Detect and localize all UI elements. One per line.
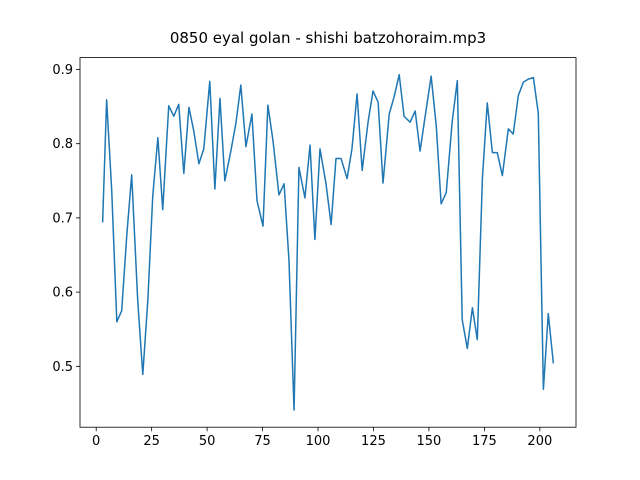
data-line [101,73,555,411]
x-tick-label: 75 [254,434,271,449]
axes-frame [79,57,577,428]
y-tick-label: 0.7 [52,211,73,226]
y-tick-label: 0.8 [52,137,73,152]
y-tick-label: 0.5 [52,360,73,375]
y-tick-label: 0.9 [52,63,73,78]
x-tick-label: 175 [472,434,497,449]
x-tick-label: 125 [361,434,386,449]
x-tick-label: 25 [143,434,160,449]
y-tick-label: 0.6 [52,286,73,301]
x-tick-label: 0 [92,434,100,449]
x-tick-label: 100 [306,434,331,449]
chart-title: 0850 eyal golan - shishi batzohoraim.mp3 [170,29,486,47]
x-tick-label: 150 [417,434,442,449]
x-tick-label: 200 [527,434,552,449]
x-tick-label: 50 [199,434,216,449]
